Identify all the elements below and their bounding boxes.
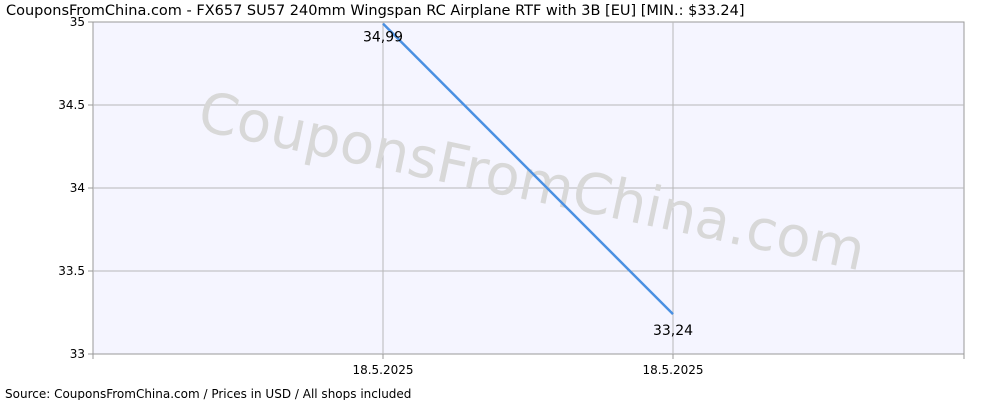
y-axis: 35 34.5 34 33.5 33	[58, 15, 93, 361]
x-axis: 18.5.2025 18.5.2025	[92, 354, 965, 377]
y-tick-label: 34	[70, 181, 85, 195]
series-line	[382, 22, 674, 316]
x-tick-label: 18.5.2025	[352, 363, 413, 377]
y-tick-label: 33	[70, 347, 85, 361]
data-label: 34,99	[363, 30, 403, 46]
data-label: 33,24	[653, 323, 693, 339]
x-tick-label: 18.5.2025	[642, 363, 703, 377]
series-group	[382, 22, 674, 316]
chart-title: CouponsFromChina.com - FX657 SU57 240mm …	[6, 3, 745, 19]
y-tick-label: 33.5	[58, 264, 85, 278]
gridlines	[93, 22, 964, 354]
y-tick-label: 35	[70, 15, 85, 29]
y-tick-label: 34.5	[58, 98, 85, 112]
data-labels: 34,99 33,24	[363, 30, 693, 340]
footer-source: Source: CouponsFromChina.com / Prices in…	[5, 387, 411, 400]
